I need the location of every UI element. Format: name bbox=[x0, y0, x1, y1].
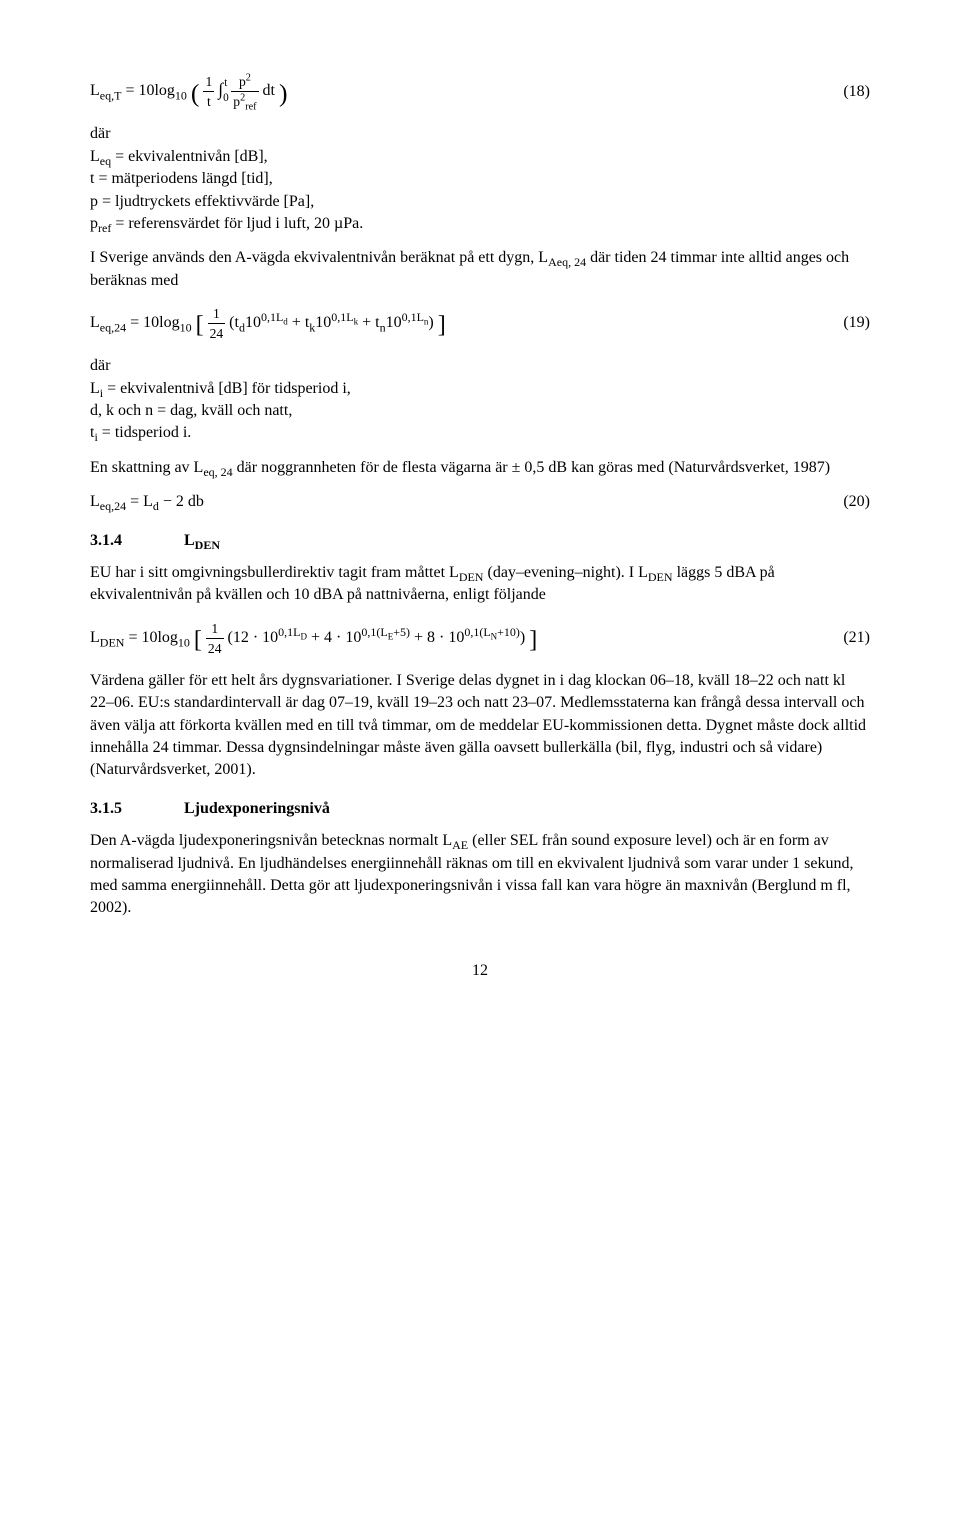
equation-19-body: Leq,24 = 10log10 [ 1 24 (td100,1Ld + tk1… bbox=[90, 304, 823, 343]
def-pref: pref = referensvärdet för ljud i luft, 2… bbox=[90, 215, 363, 232]
para-varden: Värdena gäller för ett helt års dygnsvar… bbox=[90, 670, 870, 782]
equation-20: Leq,24 = Ld − 2 db (20) bbox=[90, 491, 870, 513]
section-3-1-4-title: LDEN bbox=[184, 532, 220, 549]
page-number: 12 bbox=[90, 960, 870, 982]
def-ti: ti = tidsperiod i. bbox=[90, 424, 191, 441]
para-ljudexponering: Den A-vägda ljudexponeringsnivån beteckn… bbox=[90, 830, 870, 920]
def-leq: Leq = ekvivalentnivån [dB], bbox=[90, 148, 268, 165]
equation-18: Leq,T = 10log10 ( 1 t ∫0t p2 p2ref dt ) … bbox=[90, 72, 870, 111]
def-p: p = ljudtryckets effektivvärde [Pa], bbox=[90, 193, 314, 210]
para-sweden-avagd: I Sverige används den A-vägda ekvivalent… bbox=[90, 247, 870, 292]
section-3-1-5-title: Ljudexponeringsnivå bbox=[184, 800, 330, 817]
equation-21: LDEN = 10log10 [ 1 24 (12 · 100,1LD + 4 … bbox=[90, 619, 870, 658]
def-dkn: d, k och n = dag, kväll och natt, bbox=[90, 402, 292, 419]
def-dar-2: där bbox=[90, 357, 110, 374]
def-li: Li = ekvivalentnivå [dB] för tidsperiod … bbox=[90, 380, 351, 397]
equation-18-number: (18) bbox=[823, 81, 870, 103]
section-3-1-4-number: 3.1.4 bbox=[90, 530, 180, 552]
def-block-1: där Leq = ekvivalentnivån [dB], t = mätp… bbox=[90, 123, 870, 235]
equation-21-body: LDEN = 10log10 [ 1 24 (12 · 100,1LD + 4 … bbox=[90, 619, 823, 658]
para-lden-intro: EU har i sitt omgivningsbullerdirektiv t… bbox=[90, 562, 870, 607]
section-3-1-4-heading: 3.1.4 LDEN bbox=[90, 530, 870, 552]
para-skattning: En skattning av Leq, 24 där noggrannhete… bbox=[90, 457, 870, 479]
equation-20-number: (20) bbox=[823, 491, 870, 513]
equation-21-number: (21) bbox=[823, 627, 870, 649]
equation-20-body: Leq,24 = Ld − 2 db bbox=[90, 491, 823, 513]
equation-19: Leq,24 = 10log10 [ 1 24 (td100,1Ld + tk1… bbox=[90, 304, 870, 343]
section-3-1-5-heading: 3.1.5 Ljudexponeringsnivå bbox=[90, 798, 870, 820]
def-block-2: där Li = ekvivalentnivå [dB] för tidsper… bbox=[90, 355, 870, 445]
def-dar-1: där bbox=[90, 125, 110, 142]
def-t: t = mätperiodens längd [tid], bbox=[90, 170, 273, 187]
section-3-1-5-number: 3.1.5 bbox=[90, 798, 180, 820]
equation-19-number: (19) bbox=[823, 312, 870, 334]
equation-18-body: Leq,T = 10log10 ( 1 t ∫0t p2 p2ref dt ) bbox=[90, 72, 823, 111]
